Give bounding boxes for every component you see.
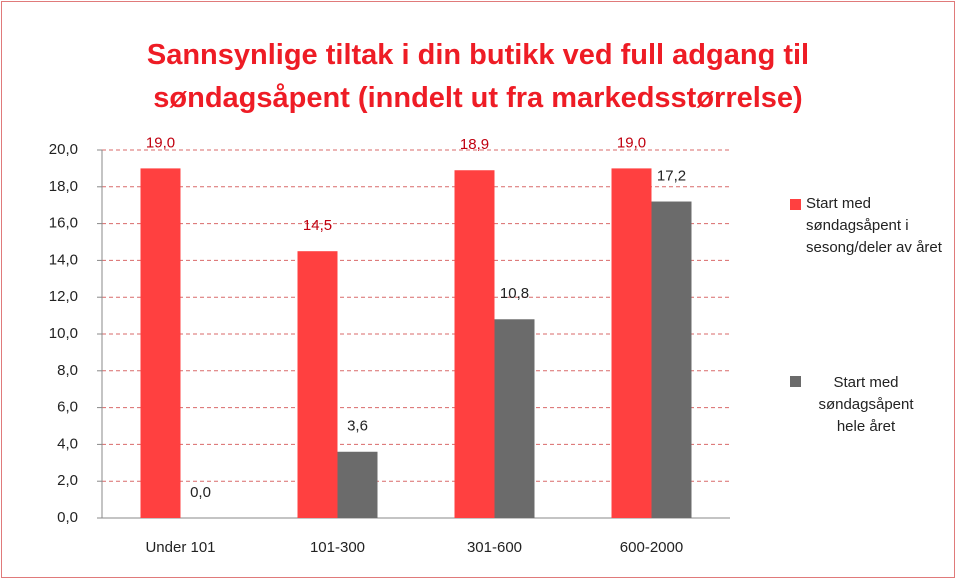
y-tick-label: 6,0 bbox=[57, 399, 78, 416]
legend-swatch bbox=[790, 199, 801, 210]
value-label: 14,5 bbox=[303, 217, 332, 234]
x-tick-label: 101-300 bbox=[310, 539, 365, 556]
chart-title: Sannsynlige tiltak i din butikk ved full… bbox=[146, 39, 810, 114]
y-tick-label: 4,0 bbox=[57, 435, 78, 452]
bar bbox=[297, 251, 338, 518]
x-tick-label: 600-2000 bbox=[620, 539, 683, 556]
bar bbox=[611, 168, 652, 518]
y-tick-label: 0,0 bbox=[57, 509, 78, 526]
bar bbox=[651, 201, 692, 518]
legend-label: Start med søndagsåpent i sesong/deler av… bbox=[806, 195, 942, 256]
y-tick-label: 12,0 bbox=[49, 288, 78, 305]
bar bbox=[494, 319, 535, 518]
y-tick-label: 10,0 bbox=[49, 325, 78, 342]
value-label: 3,6 bbox=[347, 418, 368, 435]
y-tick-label: 8,0 bbox=[57, 362, 78, 379]
x-tick-label: Under 101 bbox=[145, 539, 215, 556]
value-label: 19,0 bbox=[617, 134, 646, 151]
y-tick-label: 20,0 bbox=[49, 141, 78, 158]
legend-label: Start med søndagsåpent hele året bbox=[818, 374, 914, 435]
y-tick-label: 2,0 bbox=[57, 472, 78, 489]
value-label: 10,8 bbox=[500, 285, 529, 302]
y-tick-label: 16,0 bbox=[49, 215, 78, 232]
y-tick-label: 14,0 bbox=[49, 251, 78, 268]
value-label: 18,9 bbox=[460, 136, 489, 153]
legend-swatch bbox=[790, 376, 801, 387]
bar bbox=[140, 168, 181, 518]
x-tick-label: 301-600 bbox=[467, 539, 522, 556]
bar bbox=[454, 170, 495, 519]
y-tick-label: 18,0 bbox=[49, 178, 78, 195]
value-label: 19,0 bbox=[146, 134, 175, 151]
value-label: 17,2 bbox=[657, 167, 686, 184]
value-label: 0,0 bbox=[190, 484, 211, 501]
bar bbox=[337, 451, 378, 518]
